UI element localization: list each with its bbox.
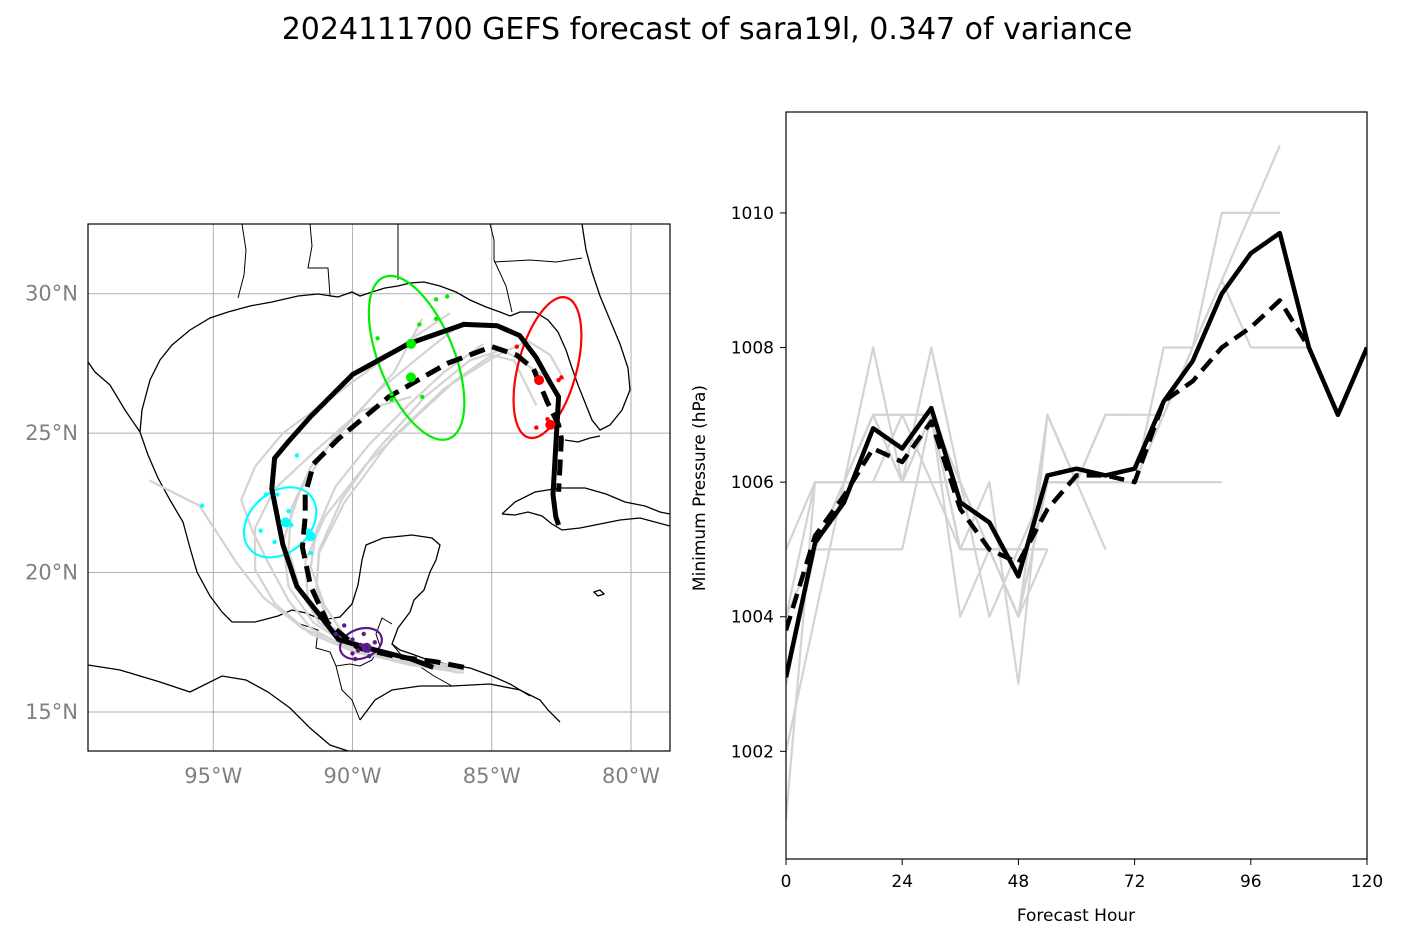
coastline-central-america-pacific: [88, 664, 349, 751]
figure-title: 2024111700 GEFS forecast of sara19l, 0.3…: [281, 12, 1133, 47]
pressure-xtick-label: 48: [1008, 872, 1030, 892]
pressure-xtick-label: 24: [891, 872, 913, 892]
cluster-point-purple: [367, 654, 372, 659]
cluster-point-purple: [372, 640, 377, 645]
cluster-point-red: [514, 344, 519, 349]
cluster-point-green: [389, 397, 394, 402]
map-ytick-label: 20°N: [25, 561, 78, 585]
pressure-ytick-label: 1008: [731, 339, 774, 359]
cluster-point-green: [389, 391, 394, 397]
pressure-mean-solid: [786, 230, 1367, 678]
pressure-member-line: [786, 211, 1280, 685]
map-tick-labels: 95°W 90°W 85°W 80°W 15°N 20°N 25°N 30°N: [25, 282, 660, 788]
coastline-us-gulf: [139, 281, 511, 433]
map-cluster-points: [200, 294, 564, 662]
cluster-point-green: [433, 297, 439, 302]
map-member-track: [240, 312, 465, 674]
cluster-ellipse-purple: [338, 626, 383, 661]
coastline-gulf: [88, 361, 531, 697]
cluster-point-red: [556, 377, 561, 383]
pressure-frame: [785, 111, 1368, 860]
cluster-marker-cyan: [305, 531, 316, 542]
pressure-member-line: [786, 413, 1135, 685]
cluster-point-cyan: [200, 503, 205, 508]
pressure-ticks: 0 24 48 72 96 120 1002 1004 1006 1008 1010: [731, 204, 1383, 892]
cluster-point-cyan: [258, 528, 263, 533]
cluster-marker-red: [534, 375, 545, 386]
map-xtick-label: 90°W: [324, 764, 382, 788]
pressure-mean-lines: [786, 230, 1367, 678]
pressure-mean-dashed: [786, 298, 1311, 631]
cluster-point-red: [534, 425, 539, 430]
pressure-xtick-label: 96: [1240, 872, 1262, 892]
cluster-point-green: [375, 336, 380, 341]
cluster-point-purple: [361, 631, 366, 637]
pressure-xtick-label: 0: [781, 872, 792, 892]
map-ytick-label: 25°N: [25, 421, 78, 445]
cluster-marker-green: [406, 372, 416, 383]
map-frame: [87, 223, 671, 752]
map-xtick-label: 80°W: [602, 764, 660, 788]
cluster-point-purple: [350, 637, 355, 642]
pressure-ytick-label: 1006: [731, 473, 774, 493]
cluster-point-cyan: [264, 492, 269, 497]
cluster-point-green: [420, 394, 425, 400]
pressure-ytick-label: 1002: [731, 742, 774, 762]
cluster-point-purple: [355, 648, 361, 653]
island-jamaica: [592, 589, 606, 597]
cluster-marker-cyan: [280, 517, 291, 528]
cluster-point-purple: [342, 623, 347, 628]
coastline-cuba: [501, 487, 670, 531]
map-xtick-label: 85°W: [463, 764, 521, 788]
coastline-florida: [509, 224, 631, 431]
pressure-xlabel: Forecast Hour: [1017, 906, 1135, 926]
map-xtick-label: 95°W: [184, 764, 242, 788]
state-borders: [237, 224, 583, 313]
cluster-marker-green: [406, 338, 416, 349]
coastline-honduras: [359, 683, 561, 723]
cluster-ellipse-green: [367, 274, 466, 441]
cluster-point-green: [445, 294, 450, 299]
pressure-xtick-label: 120: [1351, 872, 1383, 892]
cluster-point-green: [433, 316, 439, 321]
map-mean-track-solid: [269, 321, 562, 670]
map-member-track: [254, 395, 456, 672]
cluster-point-red: [559, 375, 564, 380]
map-ytick-label: 30°N: [25, 282, 78, 306]
cluster-point-cyan: [272, 539, 277, 545]
coastlines: [88, 224, 670, 751]
cluster-point-purple: [350, 651, 355, 656]
map-mean-tracks: [269, 321, 564, 670]
cluster-marker-red: [545, 419, 556, 430]
pressure-panel: 0 24 48 72 96 120 1002 1004 1006 1008 1010 Forecas…: [690, 111, 1383, 926]
cluster-point-cyan: [286, 509, 291, 514]
cluster-point-cyan: [308, 550, 313, 556]
pressure-xtick-label: 72: [1124, 872, 1146, 892]
track-map-panel: 95°W 90°W 85°W 80°W 15°N 20°N 25°N 30°N: [25, 223, 671, 788]
pressure-ytick-label: 1010: [731, 204, 774, 224]
pressure-ylabel: Minimum Pressure (hPa): [690, 385, 710, 591]
coastline-florida-keys: [564, 435, 601, 443]
map-ytick-label: 15°N: [25, 700, 78, 724]
cluster-point-purple: [333, 631, 338, 637]
cluster-point-green: [417, 322, 422, 327]
pressure-ytick-label: 1004: [731, 608, 774, 628]
map-mean-track-dashed: [299, 344, 564, 670]
cluster-point-cyan: [275, 492, 280, 497]
cluster-point-cyan: [294, 453, 300, 458]
cluster-marker-purple: [361, 642, 372, 653]
cluster-point-purple: [353, 656, 358, 662]
